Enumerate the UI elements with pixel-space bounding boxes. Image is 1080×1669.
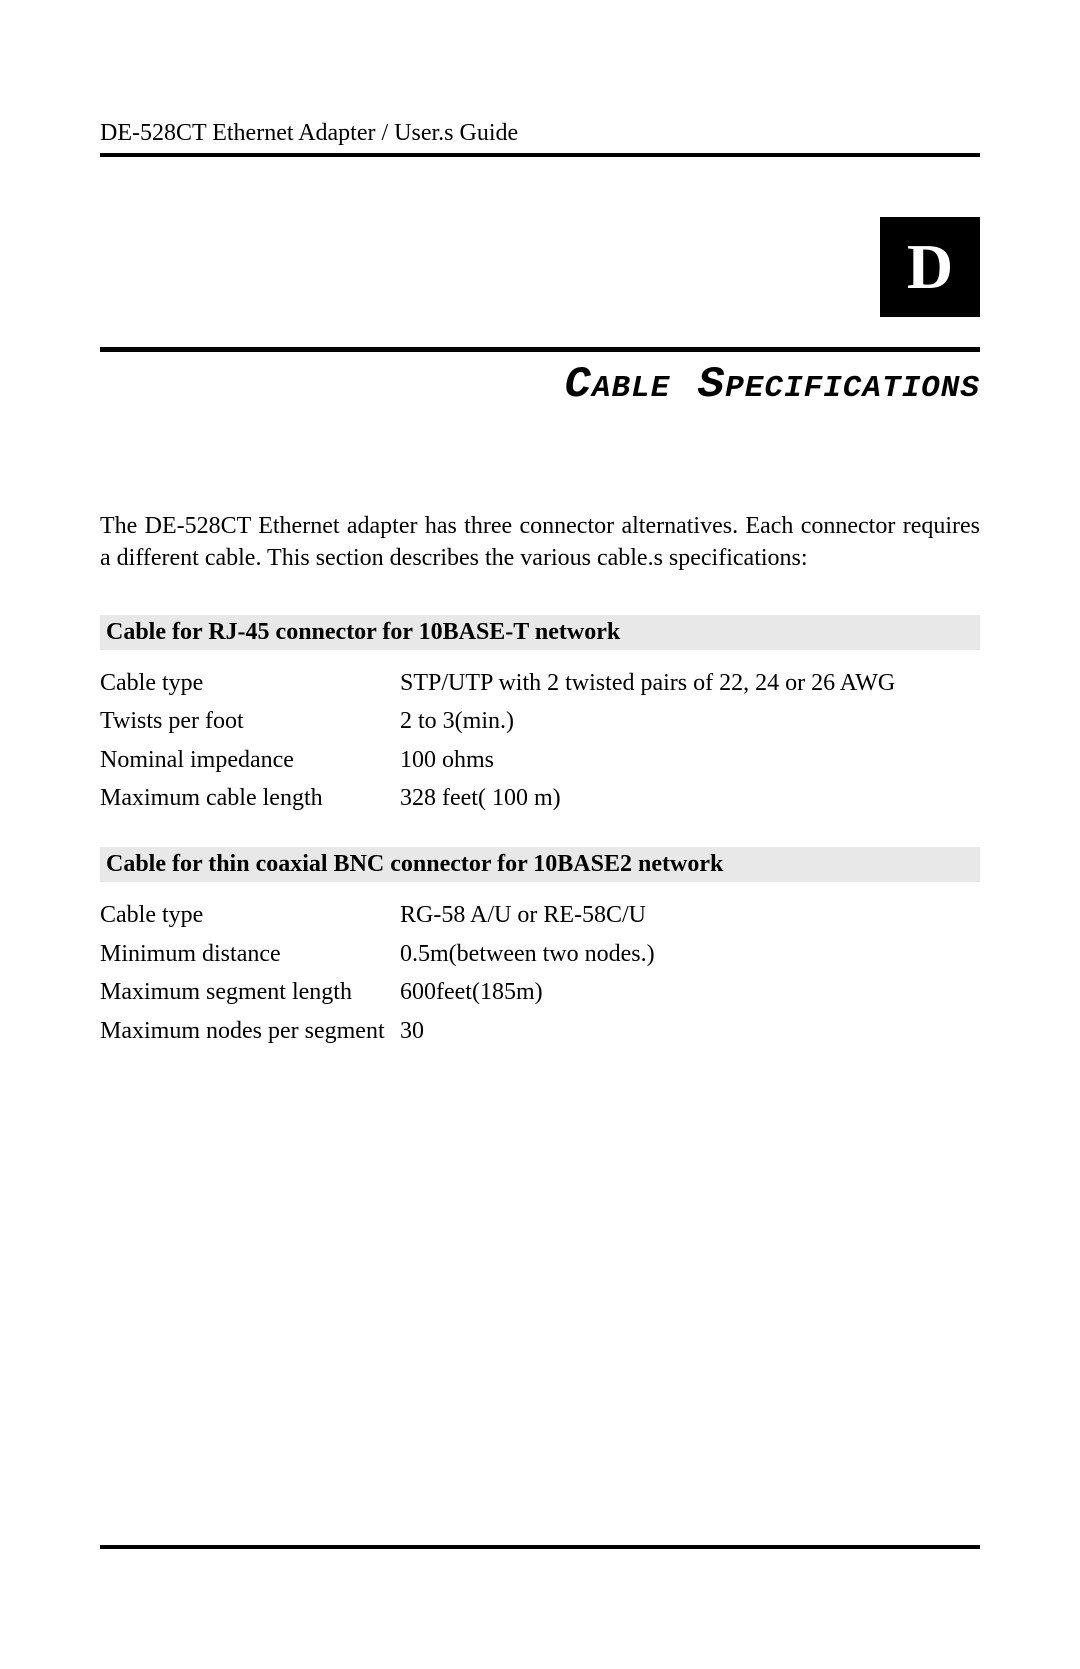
section-header-bnc: Cable for thin coaxial BNC connector for… <box>100 847 980 882</box>
spec-label: Maximum nodes per segment <box>100 1012 400 1050</box>
spec-value: 30 <box>400 1012 980 1050</box>
spec-label: Cable type <box>100 896 400 934</box>
table-row: Cable type RG-58 A/U or RE-58C/U <box>100 896 980 934</box>
table-row: Twists per foot 2 to 3(min.) <box>100 702 980 740</box>
table-row: Maximum cable length 328 feet( 100 m) <box>100 779 980 817</box>
spec-table-rj45: Cable type STP/UTP with 2 twisted pairs … <box>100 664 980 818</box>
title-divider <box>100 347 980 352</box>
spec-value: 2 to 3(min.) <box>400 702 980 740</box>
main-title: Cable Specifications <box>100 360 980 410</box>
table-row: Maximum segment length 600feet(185m) <box>100 973 980 1011</box>
header-divider <box>100 153 980 157</box>
spec-label: Maximum cable length <box>100 779 400 817</box>
spec-label: Nominal impedance <box>100 741 400 779</box>
intro-paragraph: The DE-528CT Ethernet adapter has three … <box>100 510 980 575</box>
footer-divider <box>100 1545 980 1549</box>
spec-value: STP/UTP with 2 twisted pairs of 22, 24 o… <box>400 664 980 702</box>
spec-value: RG-58 A/U or RE-58C/U <box>400 896 980 934</box>
spec-value: 0.5m(between two nodes.) <box>400 935 980 973</box>
section-header-rj45: Cable for RJ-45 connector for 10BASE-T n… <box>100 615 980 650</box>
spec-label: Minimum distance <box>100 935 400 973</box>
table-row: Maximum nodes per segment 30 <box>100 1012 980 1050</box>
spec-value: 328 feet( 100 m) <box>400 779 980 817</box>
spec-table-bnc: Cable type RG-58 A/U or RE-58C/U Minimum… <box>100 896 980 1050</box>
spec-label: Maximum segment length <box>100 973 400 1011</box>
table-row: Cable type STP/UTP with 2 twisted pairs … <box>100 664 980 702</box>
page-header: DE-528CT Ethernet Adapter / User.s Guide <box>100 120 980 147</box>
table-row: Minimum distance 0.5m(between two nodes.… <box>100 935 980 973</box>
table-row: Nominal impedance 100 ohms <box>100 741 980 779</box>
appendix-badge: D <box>880 217 980 317</box>
spec-value: 600feet(185m) <box>400 973 980 1011</box>
spec-label: Cable type <box>100 664 400 702</box>
spec-value: 100 ohms <box>400 741 980 779</box>
spec-label: Twists per foot <box>100 702 400 740</box>
